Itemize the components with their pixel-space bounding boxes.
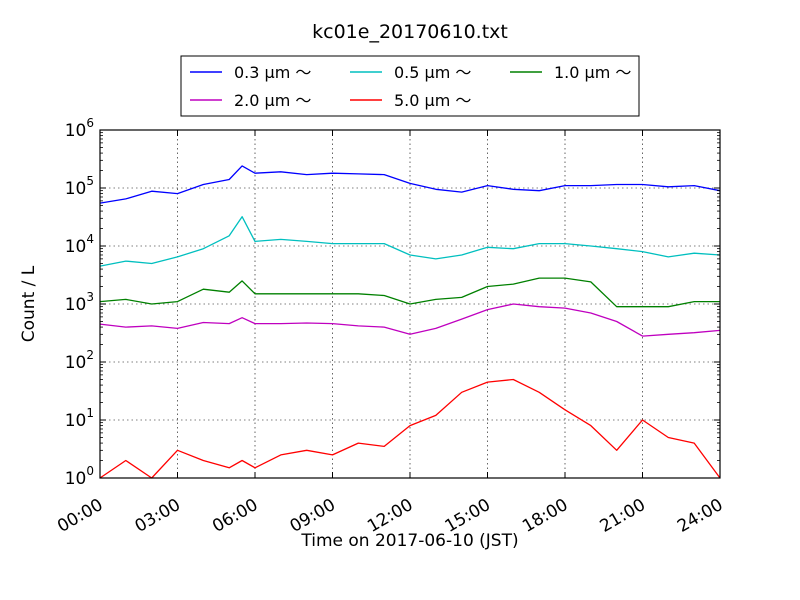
x-axis-label: Time on 2017-06-10 (JST) (300, 531, 518, 551)
series-layer (99, 165, 721, 479)
x-tick-label: 24:00 (674, 495, 726, 537)
y-tick-label: 104 (65, 232, 94, 257)
legend: 0.3 μm ～ 0.5 μm ～ 1.0 μm ～ 2.0 μm ～ 5.0 μm ～ (180, 55, 640, 117)
x-tick-label: 21:00 (597, 495, 649, 537)
legend-label-1: 0.5 μm ～ (394, 63, 471, 82)
y-tick-label: 101 (65, 406, 94, 431)
y-axis: 100 101 102 103 104 105 106 (65, 116, 720, 489)
y-tick-label: 105 (65, 174, 94, 199)
legend-label-4: 5.0 μm ～ (394, 91, 471, 110)
series-line-3 (99, 303, 721, 337)
y-tick-label: 100 (65, 464, 94, 489)
chart-title: kc01e_20170610.txt (312, 21, 508, 43)
series-line-2 (99, 277, 720, 308)
x-tick-label: 18:00 (519, 495, 571, 537)
series-line-4 (99, 378, 721, 479)
series-line-1 (99, 216, 721, 267)
series-line-0 (99, 165, 721, 204)
legend-label-2: 1.0 μm ～ (554, 63, 631, 82)
x-tick-label: 03:00 (132, 495, 184, 537)
y-tick-label: 102 (65, 348, 94, 373)
x-tick-label: 06:00 (209, 495, 261, 537)
legend-label-3: 2.0 μm ～ (234, 91, 311, 110)
legend-box (180, 55, 640, 117)
legend-label-0: 0.3 μm ～ (234, 63, 311, 82)
y-axis-label: Count / L (19, 265, 39, 342)
x-tick-label: 00:00 (54, 495, 106, 537)
y-tick-label: 106 (65, 116, 94, 141)
y-tick-label: 103 (65, 290, 94, 315)
